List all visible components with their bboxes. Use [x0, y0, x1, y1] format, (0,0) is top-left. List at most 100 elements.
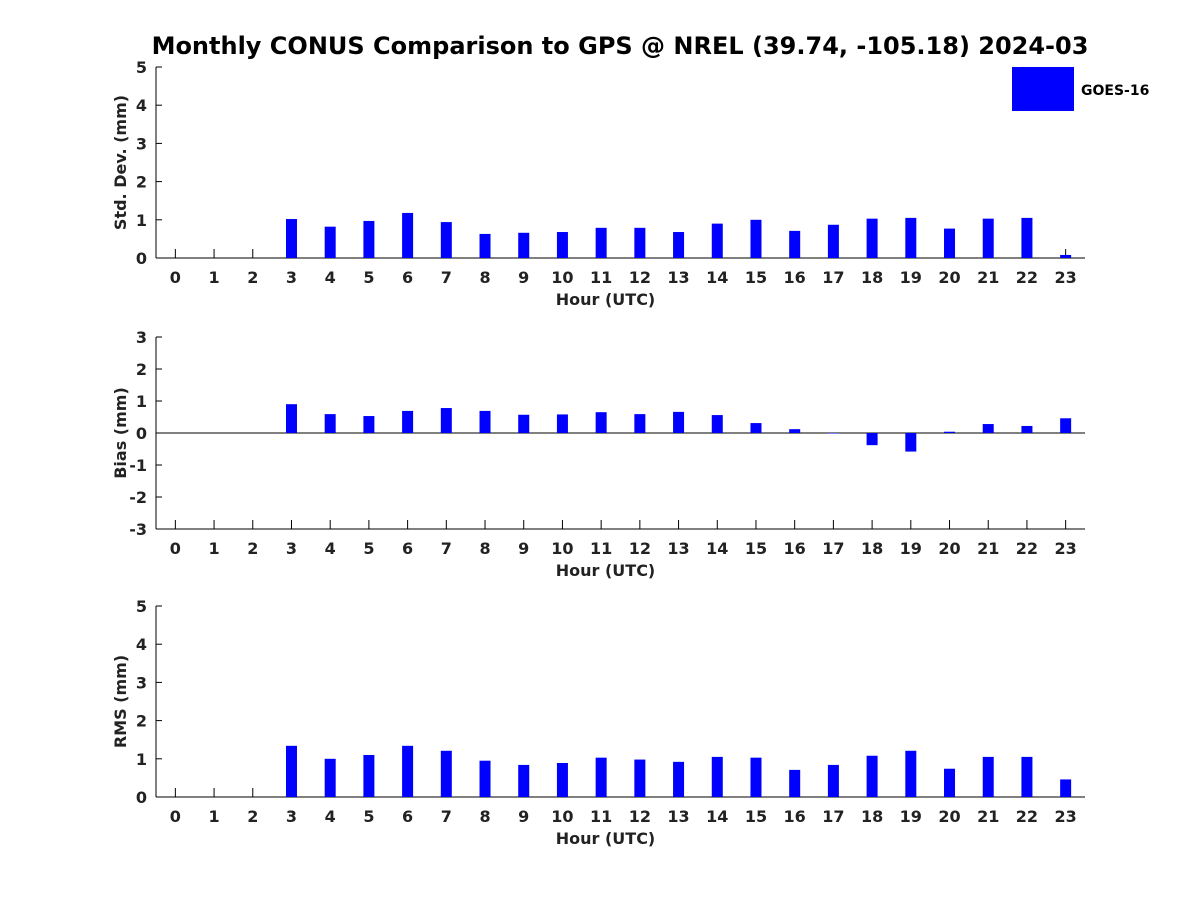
std-dev-x-tick-label: 5 [363, 268, 374, 287]
figure-title: Monthly CONUS Comparison to GPS @ NREL (… [152, 32, 1089, 60]
bias-x-tick-label: 16 [784, 539, 806, 558]
std-dev-y-tick-label: 4 [136, 96, 147, 115]
bias-x-tick-label: 7 [441, 539, 452, 558]
std-dev-x-tick-label: 4 [325, 268, 336, 287]
std-dev-bar-hour-17 [827, 224, 839, 258]
std-dev-bar-hour-16 [789, 230, 801, 258]
bias-bar-hour-19 [905, 433, 917, 452]
rms-x-tick-label: 1 [208, 807, 219, 826]
bias-bar-hour-10 [556, 414, 568, 433]
bias-x-axis-label: Hour (UTC) [556, 561, 656, 580]
bias-bar-hour-7 [440, 408, 452, 433]
bias-x-tick-label: 18 [861, 539, 883, 558]
rms-x-tick-label: 3 [286, 807, 297, 826]
bias-x-tick-label: 21 [977, 539, 999, 558]
bias-x-tick-label: 11 [590, 539, 612, 558]
rms-x-tick-label: 16 [784, 807, 806, 826]
std-dev-x-tick-label: 6 [402, 268, 413, 287]
std-dev-x-tick-label: 2 [247, 268, 258, 287]
std-dev-x-tick-label: 11 [590, 268, 612, 287]
std-dev-x-tick-label: 12 [629, 268, 651, 287]
std-dev-x-tick-label: 17 [822, 268, 844, 287]
rms-x-tick-label: 13 [667, 807, 689, 826]
bias-x-tick-label: 10 [551, 539, 573, 558]
rms-x-tick-label: 5 [363, 807, 374, 826]
rms-y-tick-label: 4 [136, 635, 147, 654]
std-dev-bar-hour-18 [866, 218, 878, 258]
rms-y-axis-label: RMS (mm) [111, 655, 130, 748]
bias-y-tick-label: -1 [129, 456, 147, 475]
bias-x-tick-label: 4 [325, 539, 336, 558]
std-dev-x-tick-label: 22 [1016, 268, 1038, 287]
std-dev-y-tick-label: 2 [136, 173, 147, 192]
bias-bar-hour-5 [363, 416, 375, 433]
rms-x-tick-label: 11 [590, 807, 612, 826]
bias-x-tick-label: 8 [479, 539, 490, 558]
rms-bar-hour-10 [556, 763, 568, 797]
rms-x-tick-label: 6 [402, 807, 413, 826]
rms-bar-hour-5 [363, 754, 375, 797]
bias-x-tick-label: 13 [667, 539, 689, 558]
std-dev-x-axis-label: Hour (UTC) [556, 290, 656, 309]
std-dev-bar-hour-9 [518, 232, 530, 258]
std-dev-bar-hour-11 [595, 227, 607, 258]
std-dev-y-tick-label: 5 [136, 58, 147, 77]
bias-bar-hour-23 [1060, 418, 1072, 433]
bias-bar-hour-11 [595, 412, 607, 433]
bias-bar-hour-15 [750, 423, 762, 433]
bias-bar-hour-13 [673, 411, 685, 433]
rms-bar-hour-15 [750, 757, 762, 797]
std-dev-bar-hour-4 [324, 226, 336, 258]
bias-x-tick-label: 19 [900, 539, 922, 558]
std-dev-bar-hour-7 [440, 222, 452, 258]
std-dev-x-tick-label: 0 [170, 268, 181, 287]
rms-y-tick-label: 0 [136, 788, 147, 807]
std-dev-x-tick-label: 20 [938, 268, 960, 287]
bias-bar-hour-9 [518, 414, 530, 433]
rms-bar-hour-22 [1021, 756, 1033, 797]
bias-bar-hour-8 [479, 410, 491, 433]
std-dev-x-tick-label: 13 [667, 268, 689, 287]
rms-x-tick-label: 17 [822, 807, 844, 826]
bias-x-tick-label: 12 [629, 539, 651, 558]
bias-x-tick-label: 1 [208, 539, 219, 558]
std-dev-bar-hour-10 [556, 232, 568, 258]
std-dev-bar-hour-22 [1021, 217, 1033, 258]
bias-bar-hour-14 [711, 415, 723, 433]
std-dev-x-tick-label: 23 [1055, 268, 1077, 287]
bias-bar-hour-20 [944, 431, 956, 433]
rms-bar-hour-13 [673, 761, 685, 797]
rms-x-tick-label: 4 [325, 807, 336, 826]
rms-x-tick-label: 9 [518, 807, 529, 826]
bias-y-tick-label: 1 [136, 392, 147, 411]
legend: GOES-16 [1012, 67, 1149, 111]
std-dev-x-tick-label: 9 [518, 268, 529, 287]
std-dev-bar-hour-8 [479, 233, 491, 258]
bias-y-tick-label: -3 [129, 520, 147, 539]
rms-x-tick-label: 2 [247, 807, 258, 826]
rms-x-tick-label: 10 [551, 807, 573, 826]
rms-bar-hour-19 [905, 750, 917, 797]
bias-y-tick-label: -2 [129, 488, 147, 507]
std-dev-x-tick-label: 18 [861, 268, 883, 287]
bias-bar-hour-4 [324, 414, 336, 433]
bias-x-tick-label: 22 [1016, 539, 1038, 558]
bias-bar-hour-22 [1021, 425, 1033, 433]
std-dev-bar-hour-23 [1060, 254, 1072, 258]
std-dev-x-tick-label: 3 [286, 268, 297, 287]
std-dev-bar-hour-19 [905, 217, 917, 258]
std-dev-x-tick-label: 16 [784, 268, 806, 287]
bias-x-tick-label: 17 [822, 539, 844, 558]
rms-bar-hour-11 [595, 757, 607, 797]
rms-bar-hour-16 [789, 769, 801, 797]
bias-y-tick-label: 3 [136, 328, 147, 347]
rms-x-tick-label: 20 [938, 807, 960, 826]
bias-bar-hour-16 [789, 429, 801, 433]
std-dev-y-tick-label: 1 [136, 211, 147, 230]
std-dev-x-tick-label: 19 [900, 268, 922, 287]
std-dev-x-tick-label: 14 [706, 268, 728, 287]
rms-x-tick-label: 14 [706, 807, 728, 826]
std-dev-x-tick-label: 1 [208, 268, 219, 287]
